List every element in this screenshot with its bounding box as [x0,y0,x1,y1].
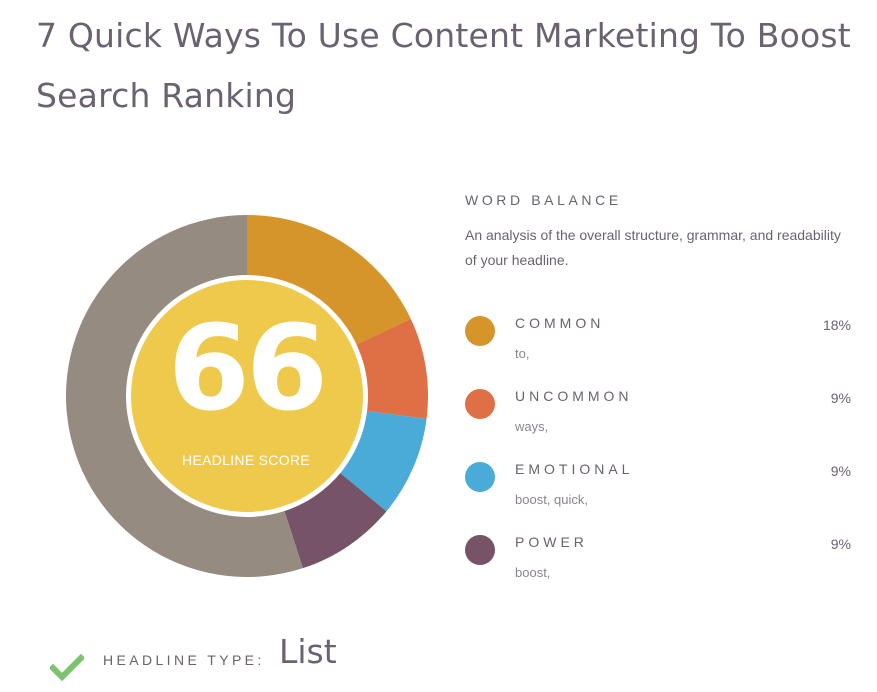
category-name: UNCOMMON [515,388,633,404]
score-value: 66 [167,299,328,437]
category-percent: 9% [830,390,851,406]
emotional-dot [465,462,495,492]
category-words: ways, [515,419,549,434]
category-name: EMOTIONAL [515,461,634,477]
score-label: HEADLINE SCORE [182,452,310,468]
uncommon-dot [465,389,495,419]
category-name: COMMON [515,315,605,331]
word-balance-description: An analysis of the overall structure, gr… [465,227,841,268]
headline-score: 66 HEADLINE SCORE [125,274,367,516]
headline-title: 7 Quick Ways To Use Content Marketing To… [36,16,851,115]
category-power: POWER 9% boost, [465,534,851,594]
category-words: to, [515,346,530,361]
category-percent: 18% [822,317,851,333]
score-circle [131,280,363,512]
power-dot [465,535,495,565]
word-balance-title: WORD BALANCE [465,192,622,208]
category-percent: 9% [830,536,851,552]
category-percent: 9% [830,463,851,479]
category-common: COMMON 18% to, [465,315,851,375]
checkmark-icon [50,654,84,682]
category-emotional: EMOTIONAL 9% boost, quick, [465,461,851,521]
category-uncommon: UNCOMMON 9% ways, [465,388,851,448]
category-words: boost, [515,565,551,580]
common-dot [465,316,495,346]
headline-type-label: HEADLINE TYPE: [103,652,265,668]
category-name: POWER [515,534,588,550]
word-balance-donut [66,215,428,577]
headline-type-value: List [279,632,337,671]
category-words: boost, quick, [515,492,588,507]
